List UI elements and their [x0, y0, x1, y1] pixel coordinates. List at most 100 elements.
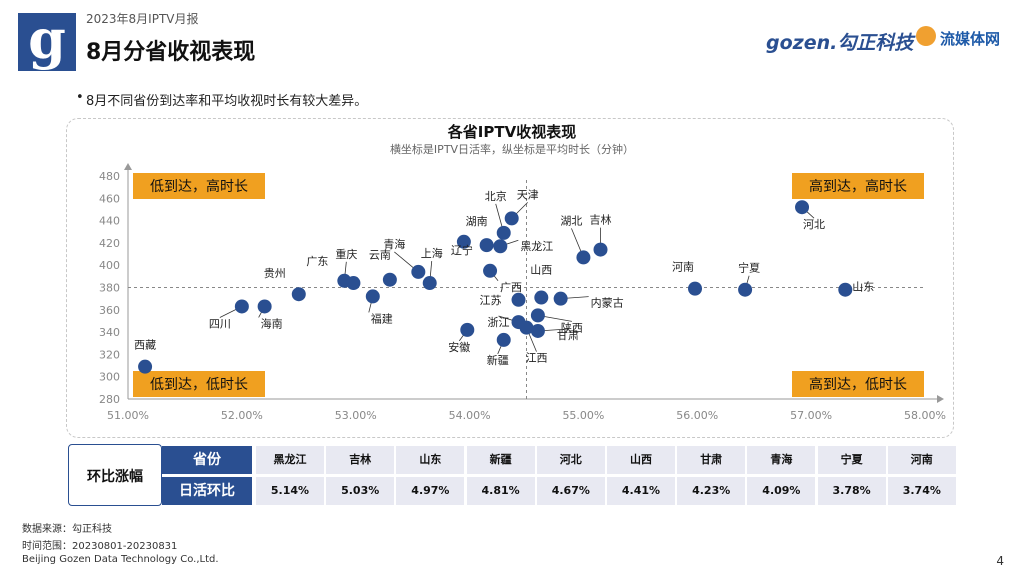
- company-name: Beijing Gozen Data Technology Co.,Ltd.: [22, 554, 219, 565]
- point-label: 湖南: [466, 215, 488, 228]
- point-内蒙古: [553, 291, 568, 306]
- point-label: 宁夏: [738, 261, 760, 275]
- lmt-brand-logo: 流媒体网: [916, 26, 1001, 49]
- x-tick-label: 57.00%: [790, 409, 832, 422]
- point-河南: [688, 281, 703, 296]
- x-tick-label: 54.00%: [449, 409, 491, 422]
- point-湖北: [576, 250, 591, 265]
- quadrant-bottom-left-box: [133, 371, 265, 397]
- point-辽宁: [456, 234, 471, 249]
- x-tick-label: 51.00%: [107, 409, 149, 422]
- province-cell: 山东: [396, 446, 465, 474]
- quadrant-bottom-right: 高到达，低时长: [809, 376, 907, 393]
- page-title: 8月分省收视表现: [86, 40, 256, 65]
- x-tick-label: 56.00%: [676, 409, 718, 422]
- point-label: 浙江: [488, 316, 510, 329]
- dau-mom-cell: 4.81%: [466, 477, 535, 505]
- point-河北: [795, 200, 810, 215]
- report-tag: 2023年8月IPTV月报: [86, 12, 199, 26]
- quadrant-bottom-right-box: [792, 371, 924, 397]
- chart-title: 各省IPTV收视表现: [447, 123, 576, 141]
- dau-mom-cell: 4.23%: [677, 477, 746, 505]
- point-上海: [422, 276, 437, 291]
- point-新疆: [496, 332, 511, 347]
- province-cell: 新疆: [466, 446, 535, 474]
- chart-subtitle: 横坐标是IPTV日活率，纵坐标是平均时长（分钟）: [390, 142, 634, 156]
- y-tick-label: 280: [99, 393, 120, 406]
- point-北京: [496, 225, 511, 240]
- point-湖南: [479, 238, 494, 253]
- lmt-logo-icon: [916, 26, 936, 46]
- dau-mom-cell: 5.03%: [326, 477, 395, 505]
- y-tick-label: 420: [99, 237, 120, 250]
- point-江苏: [511, 292, 526, 307]
- x-axis-arrow-icon: [937, 395, 944, 403]
- point-甘肃: [530, 323, 545, 338]
- mom-growth-label-box: 环比涨幅: [68, 444, 162, 506]
- y-tick-label: 300: [99, 371, 120, 384]
- point-云南: [382, 272, 397, 287]
- province-cell: 河南: [887, 446, 956, 474]
- point-西藏: [138, 359, 153, 374]
- y-tick-label: 480: [99, 170, 120, 183]
- y-axis-arrow-icon: [124, 163, 132, 170]
- y-tick-label: 400: [99, 259, 120, 272]
- dau-mom-cell: 3.78%: [817, 477, 886, 505]
- point-label: 广西: [500, 281, 522, 294]
- summary-bullet: • 8月不同省份到达率和平均收视时长有较大差异。: [76, 90, 367, 109]
- point-label: 上海: [421, 246, 443, 260]
- point-label: 北京: [485, 189, 507, 203]
- point-label: 西藏: [134, 339, 156, 352]
- province-cell: 青海: [747, 446, 816, 474]
- point-海南: [257, 299, 272, 314]
- quadrant-top-left: 低到达，高时长: [150, 178, 248, 195]
- province-cell: 甘肃: [677, 446, 746, 474]
- province-cell: 宁夏: [817, 446, 886, 474]
- x-tick-label: 52.00%: [221, 409, 263, 422]
- quadrant-bottom-left: 低到达，低时长: [150, 377, 248, 393]
- quadrant-top-left-box: [133, 173, 265, 199]
- point-label: 四川: [209, 317, 231, 330]
- gozen-logo: g: [18, 12, 76, 71]
- dau-mom-header: 日活环比: [162, 477, 252, 505]
- point-label: 山西: [530, 264, 552, 277]
- point-label: 新疆: [487, 353, 509, 367]
- point-label: 甘肃: [557, 329, 579, 342]
- point-label: 河北: [803, 218, 825, 231]
- point-label: 贵州: [264, 267, 286, 280]
- point-label: 重庆: [335, 247, 357, 261]
- point-江西: [519, 320, 534, 335]
- y-tick-label: 460: [99, 192, 120, 205]
- point-label: 黑龙江: [520, 240, 553, 253]
- x-tick-label: 55.00%: [562, 409, 604, 422]
- point-label: 安徽: [448, 340, 470, 354]
- x-tick-label: 58.00%: [904, 409, 946, 422]
- dau-mom-cell: 4.97%: [396, 477, 465, 505]
- point-贵州: [291, 287, 306, 302]
- point-四川: [234, 299, 249, 314]
- point-黑龙江: [493, 239, 508, 254]
- point-广西: [483, 263, 498, 278]
- point-label: 湖北: [560, 214, 582, 227]
- province-cell: 河北: [536, 446, 605, 474]
- point-label: 天津: [517, 188, 539, 201]
- gozen-brand-logo: gozen.勾正科技: [766, 32, 914, 54]
- lmt-brand-label: 流媒体网: [940, 30, 1001, 48]
- data-source: 数据来源：勾正科技: [22, 524, 112, 535]
- point-label: 河南: [672, 261, 694, 274]
- point-label: 辽宁: [451, 243, 473, 257]
- dau-mom-cell: 4.67%: [536, 477, 605, 505]
- point-福建: [365, 289, 380, 304]
- dau-mom-cell: 4.41%: [607, 477, 675, 505]
- point-label: 江苏: [480, 294, 502, 307]
- dau-mom-cell: 3.74%: [887, 477, 956, 505]
- point-山西: [534, 290, 549, 305]
- mom-growth-label: 环比涨幅: [87, 469, 143, 485]
- point-label: 海南: [261, 316, 283, 330]
- y-tick-label: 440: [99, 215, 120, 228]
- point-label: 青海: [383, 237, 405, 251]
- dau-mom-cell: 5.14%: [256, 477, 324, 505]
- bullet-dot-icon: •: [76, 90, 84, 105]
- quadrant-top-right: 高到达，高时长: [809, 178, 907, 195]
